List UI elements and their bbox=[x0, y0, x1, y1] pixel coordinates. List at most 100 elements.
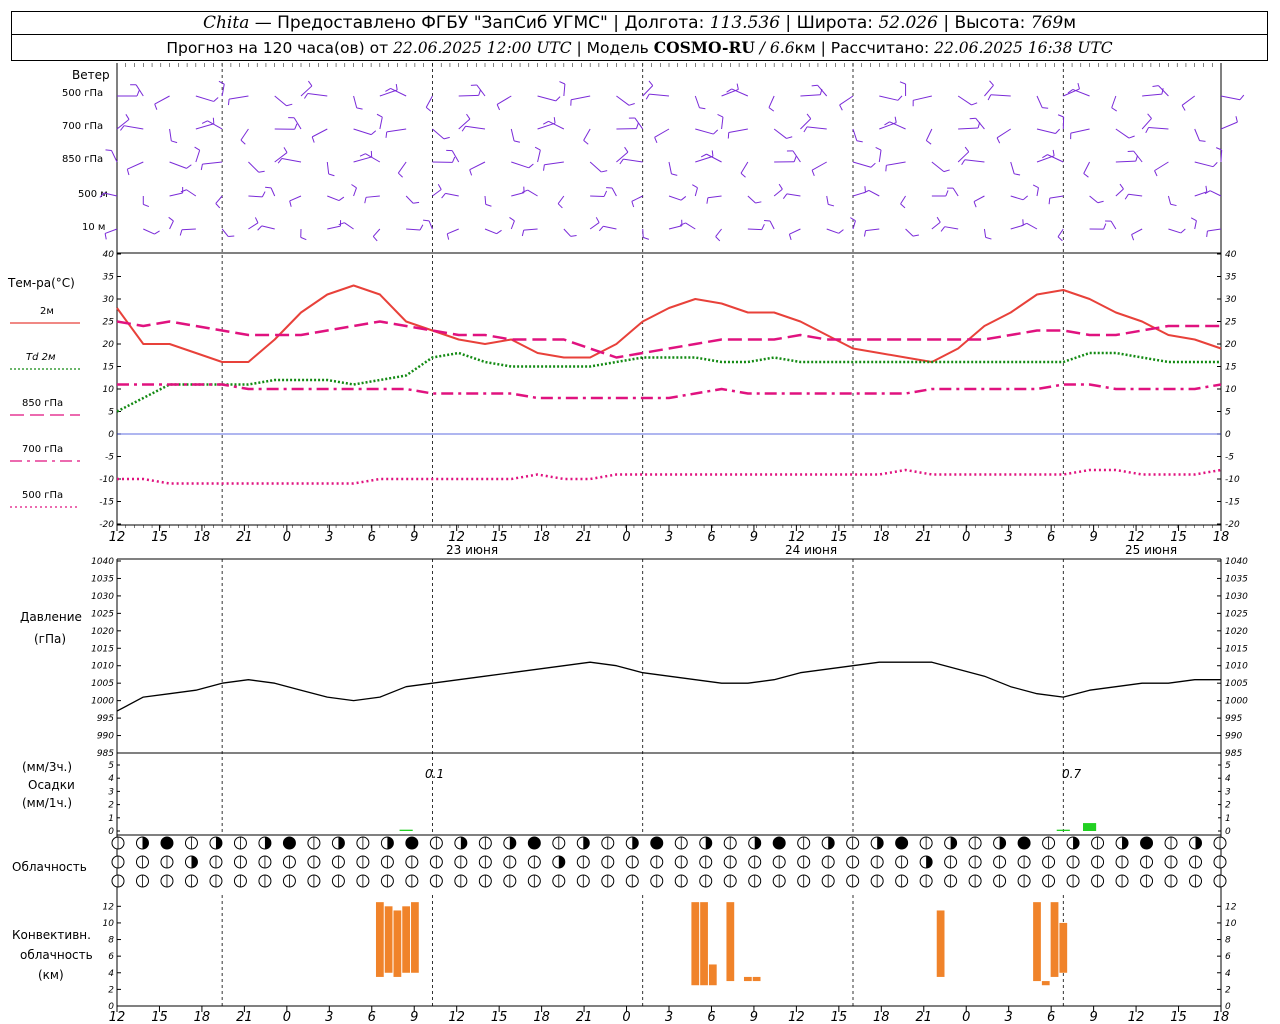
wind-barb bbox=[773, 128, 787, 139]
wind-barb bbox=[589, 161, 602, 173]
wind-barb bbox=[654, 128, 670, 138]
wind-barb-flag bbox=[1111, 107, 1117, 112]
wind-barb bbox=[1131, 228, 1143, 235]
wind-barb-flag bbox=[126, 169, 130, 176]
temp-y-label-left: 25 bbox=[103, 318, 115, 328]
calc-date: 22.06.2025 16:38 UTC bbox=[934, 38, 1113, 57]
wind-barb bbox=[1154, 161, 1169, 172]
wind-barb-flag bbox=[254, 217, 259, 224]
wind-barb bbox=[1036, 187, 1039, 197]
wind-barb bbox=[365, 153, 381, 163]
temp-y-label-left: 5 bbox=[108, 408, 114, 418]
wind-barb bbox=[344, 222, 354, 230]
x-tick-label: 3 bbox=[1005, 1010, 1013, 1024]
cloud-title: Облачность bbox=[12, 860, 87, 874]
wind-barb bbox=[817, 84, 828, 97]
wind-barb bbox=[432, 128, 445, 140]
pressure-unit: (гПа) bbox=[34, 632, 67, 646]
wind-barb-flag bbox=[863, 230, 867, 237]
x-tick-label: 18 bbox=[533, 1010, 550, 1024]
wind-barb-flag bbox=[838, 229, 844, 234]
wind-barb-flag bbox=[940, 226, 946, 232]
wind-barb-flag bbox=[307, 80, 313, 87]
wind-barb bbox=[792, 150, 801, 163]
wind-barb bbox=[248, 222, 259, 230]
precip-unit-1h: (мм/1ч.) bbox=[22, 796, 73, 810]
wind-barb bbox=[695, 155, 714, 163]
wind-barb bbox=[616, 151, 629, 163]
legend-t2m: 2м bbox=[40, 306, 54, 317]
wind-barb-flag bbox=[543, 120, 549, 125]
wind-barb-flag bbox=[240, 139, 246, 145]
wind-barb-flag bbox=[987, 94, 992, 101]
temp-y-label-left: -5 bbox=[105, 453, 114, 463]
wind-barb bbox=[353, 156, 372, 163]
wind-barb bbox=[379, 116, 383, 130]
wind-barb-flag bbox=[528, 163, 534, 169]
wind-barb-flag bbox=[513, 140, 521, 143]
x-tick-label: 0 bbox=[962, 530, 970, 545]
wind-barb-flag bbox=[973, 201, 977, 208]
wind-barb-flag bbox=[397, 172, 403, 178]
wind-barb bbox=[879, 95, 899, 101]
cloud-cover-fill bbox=[264, 837, 271, 849]
wind-barb bbox=[372, 228, 381, 237]
pressure-y-label-left: 1020 bbox=[91, 627, 114, 637]
wind-barb bbox=[958, 127, 979, 130]
legend-td: Td 2м bbox=[26, 352, 56, 363]
wind-barb bbox=[1148, 127, 1169, 130]
wind-barb bbox=[511, 161, 529, 169]
pressure-y-label-right: 1035 bbox=[1225, 574, 1248, 584]
wind-barb-flag bbox=[99, 192, 105, 198]
wind-barb bbox=[425, 95, 433, 108]
wind-barb-flag bbox=[154, 230, 160, 235]
cloud-cover-fill bbox=[650, 837, 663, 849]
temp-y-label-right: 40 bbox=[1225, 250, 1237, 260]
wind-barb bbox=[1057, 228, 1064, 238]
wind-barb-flag bbox=[553, 117, 556, 124]
wind-barb bbox=[649, 93, 670, 97]
wind-barb bbox=[747, 195, 756, 204]
wind-barb-flag bbox=[961, 159, 966, 166]
wind-barb-flag bbox=[628, 103, 635, 106]
x-tick-label: 9 bbox=[410, 1010, 418, 1024]
wind-barb-flag bbox=[1161, 88, 1164, 95]
wind-barb bbox=[589, 222, 600, 230]
wind-barb bbox=[195, 95, 214, 102]
x-tick-label: 21 bbox=[236, 530, 253, 545]
wind-barb bbox=[207, 120, 223, 130]
wind-barb-flag bbox=[521, 189, 528, 193]
temp-y-label-left: -20 bbox=[99, 520, 114, 530]
wind-barb bbox=[103, 192, 118, 197]
cloud-cover-fill bbox=[1195, 837, 1202, 849]
wind-barb-flag bbox=[257, 225, 263, 231]
pressure-y-label-right: 1010 bbox=[1225, 662, 1248, 672]
wind-barb bbox=[544, 161, 564, 166]
wind-barb bbox=[996, 128, 1011, 139]
wind-barb-flag bbox=[104, 233, 107, 240]
wind-barb bbox=[186, 189, 197, 197]
x-tick-label: 3 bbox=[665, 1010, 673, 1024]
wind-barb bbox=[1010, 195, 1024, 201]
wind-barb bbox=[642, 85, 654, 97]
x-tick-label: 3 bbox=[1005, 530, 1013, 545]
wind-barb bbox=[261, 225, 275, 230]
wind-barb bbox=[944, 226, 959, 230]
wind-barb-flag bbox=[761, 223, 765, 230]
conv-y-label-left: 6 bbox=[108, 952, 114, 962]
wind-barb bbox=[1010, 224, 1024, 230]
wind-barb bbox=[1110, 220, 1117, 230]
x-tick-label: 0 bbox=[622, 1010, 630, 1024]
x-tick-label: 18 bbox=[873, 1010, 890, 1024]
wind-barb-flag bbox=[521, 230, 525, 237]
wind-barb bbox=[195, 150, 201, 163]
wind-barb-flag bbox=[534, 146, 541, 151]
wind-barb bbox=[221, 83, 225, 97]
wind-barb-flag bbox=[328, 173, 335, 177]
header-line-2: Прогноз на 120 часа(ов) от 22.06.2025 12… bbox=[11, 35, 1268, 61]
conv-cloud-bar bbox=[384, 906, 393, 973]
wind-barb bbox=[931, 161, 945, 172]
wind-barb-flag bbox=[186, 164, 192, 169]
x-tick-label: 12 bbox=[109, 1010, 126, 1024]
wind-barb-flag bbox=[215, 203, 221, 209]
